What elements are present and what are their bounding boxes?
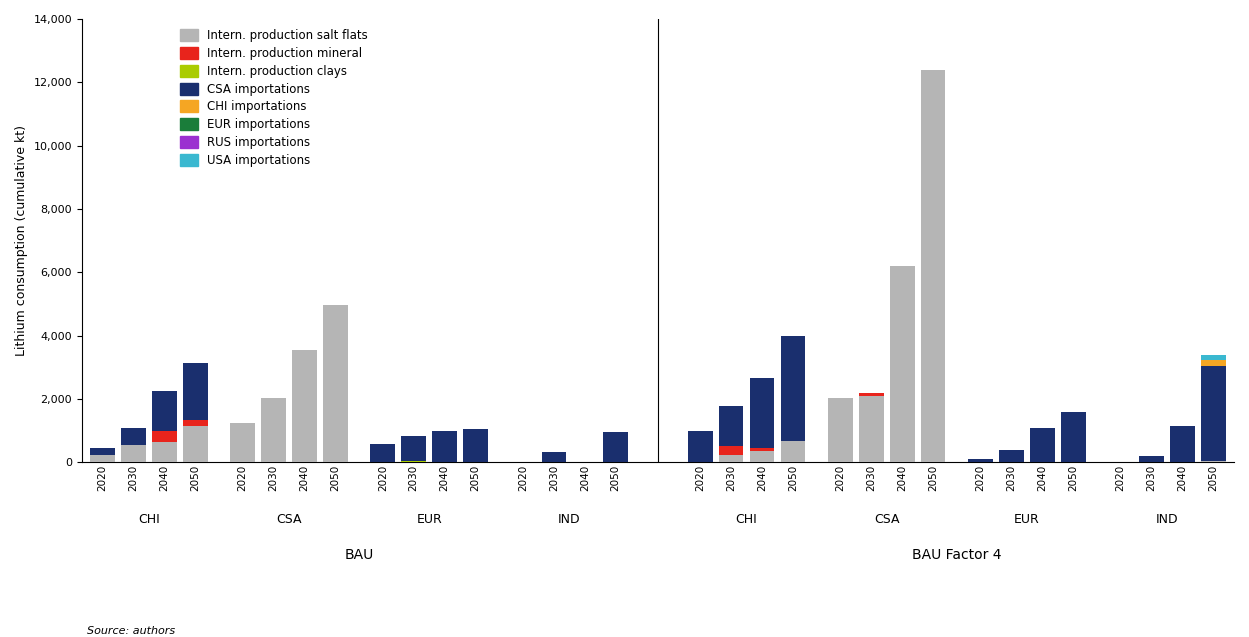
Bar (718, 455, 743, 462)
Bar (999, 450, 1024, 462)
Bar (749, 378, 774, 448)
Bar (781, 441, 806, 462)
Bar (152, 442, 176, 462)
Bar (1202, 359, 1225, 366)
Bar (1202, 461, 1225, 462)
Bar (859, 393, 883, 396)
Text: BAU Factor 4: BAU Factor 4 (912, 548, 1002, 562)
Text: CSA: CSA (874, 513, 899, 526)
Text: BAU: BAU (345, 548, 373, 562)
Bar (718, 406, 743, 446)
Bar (121, 427, 146, 445)
Text: EUR: EUR (416, 513, 442, 526)
Bar (152, 391, 176, 431)
Bar (230, 423, 255, 462)
Bar (182, 420, 207, 426)
Text: IND: IND (1155, 513, 1178, 526)
Bar (182, 362, 207, 420)
Bar (432, 431, 457, 462)
Legend: Intern. production salt flats, Intern. production mineral, Intern. production cl: Intern. production salt flats, Intern. p… (180, 29, 368, 167)
Text: EUR: EUR (1014, 513, 1039, 526)
Bar (401, 461, 426, 462)
Bar (1170, 426, 1195, 462)
Bar (718, 446, 743, 455)
Bar (1139, 456, 1164, 462)
Bar (90, 448, 115, 455)
Bar (542, 452, 566, 462)
Bar (121, 445, 146, 462)
Bar (1060, 412, 1085, 462)
Bar (182, 426, 207, 462)
Bar (828, 397, 853, 462)
Bar (463, 429, 488, 462)
Bar (968, 459, 993, 462)
Text: CHI: CHI (736, 513, 757, 526)
Bar (1202, 355, 1225, 359)
Bar (292, 350, 317, 462)
Bar (1030, 427, 1054, 462)
Text: CSA: CSA (276, 513, 302, 526)
Bar (90, 455, 115, 462)
Bar (261, 397, 286, 462)
Text: IND: IND (558, 513, 581, 526)
Bar (152, 431, 176, 442)
Bar (1202, 366, 1225, 461)
Bar (371, 444, 395, 462)
Bar (921, 69, 945, 462)
Bar (781, 336, 806, 441)
Bar (401, 436, 426, 461)
Bar (688, 431, 713, 462)
Bar (749, 452, 774, 462)
Text: Source: authors: Source: authors (87, 626, 176, 636)
Bar (323, 304, 347, 462)
Bar (859, 396, 883, 462)
Y-axis label: Lithium consumption (cumulative kt): Lithium consumption (cumulative kt) (15, 125, 27, 356)
Bar (603, 433, 628, 462)
Bar (889, 266, 914, 462)
Text: CHI: CHI (137, 513, 160, 526)
Bar (749, 448, 774, 452)
